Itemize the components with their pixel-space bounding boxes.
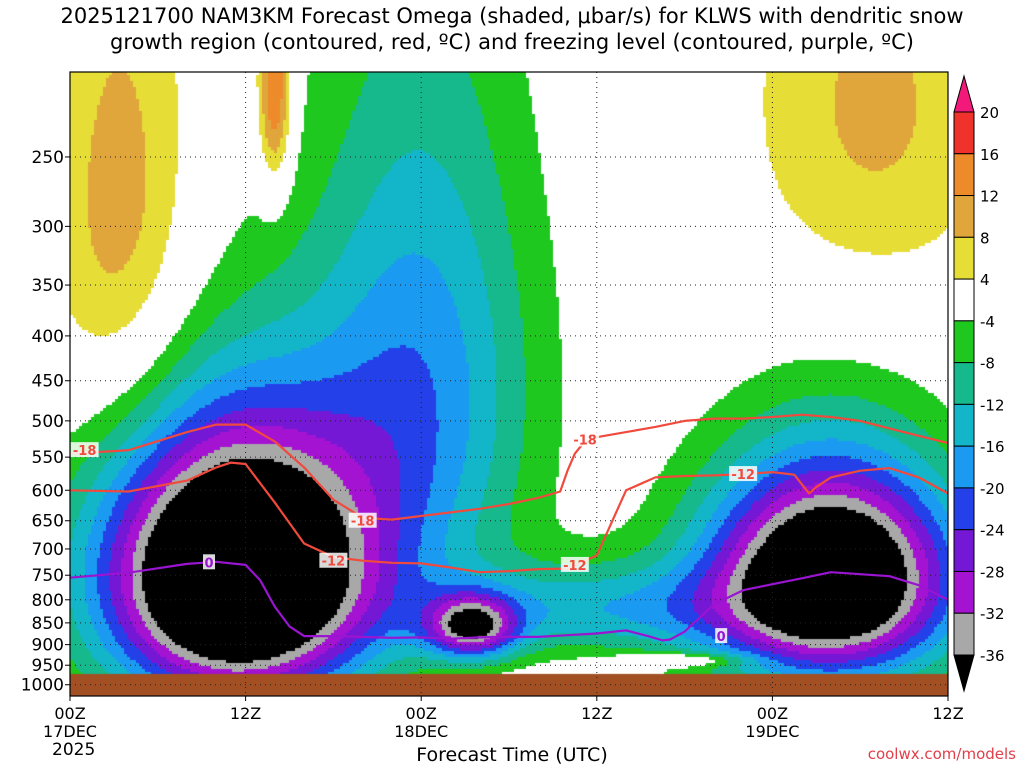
contour-label-bg-2 bbox=[348, 512, 377, 528]
chart-title-line2: growth region (contoured, red, ºC) and f… bbox=[110, 30, 914, 54]
colorbar-bin--32--28 bbox=[953, 570, 975, 614]
colorbar-label-4: 4 bbox=[980, 271, 990, 289]
y-tick-label-350: 350 bbox=[32, 276, 64, 296]
y-tick-label-300: 300 bbox=[32, 217, 64, 237]
colorbar-bin-4-8 bbox=[953, 236, 975, 280]
contour-label-bg-7 bbox=[715, 628, 728, 644]
colorbar-top-triangle bbox=[953, 74, 975, 113]
colorbar-label--4: -4 bbox=[980, 313, 995, 331]
colorbar-label--24: -24 bbox=[980, 522, 1005, 540]
colorbar-label--36: -36 bbox=[980, 647, 1005, 665]
x-tick-label-48: 00Z bbox=[757, 704, 788, 723]
colorbar-bin--4-4 bbox=[953, 278, 975, 322]
colorbar-bin-16-20 bbox=[953, 111, 975, 155]
contour-label-bg-6 bbox=[203, 554, 216, 570]
y-tick-label-850: 850 bbox=[32, 614, 64, 634]
colorbar-bin--20--16 bbox=[953, 445, 975, 489]
contour-label-7: 0 bbox=[717, 630, 726, 645]
contour-label-5: -12 bbox=[731, 468, 755, 483]
x-tick-label-0: 00Z bbox=[54, 704, 85, 723]
y-tick-label-250: 250 bbox=[32, 148, 64, 168]
colorbar-label--16: -16 bbox=[980, 438, 1005, 456]
contour-label-0: -18 bbox=[73, 444, 97, 459]
y-tick-label-700: 700 bbox=[32, 540, 64, 560]
colorbar-label--8: -8 bbox=[980, 355, 995, 373]
contour-label-3: -12 bbox=[563, 559, 587, 574]
colorbar-bottom-triangle bbox=[953, 654, 975, 693]
colorbar-bin--36--32 bbox=[953, 612, 975, 656]
colorbar-label--12: -12 bbox=[980, 396, 1005, 414]
contour-label-bg-1 bbox=[319, 552, 348, 568]
colorbar-bin--28--24 bbox=[953, 529, 975, 572]
x-tick-year: 2025 bbox=[52, 740, 96, 760]
x-axis-title: Forecast Time (UTC) bbox=[416, 744, 608, 766]
x-tick-date-24: 18DEC bbox=[394, 722, 448, 741]
contour-label-4: -18 bbox=[573, 433, 597, 448]
y-tick-label-750: 750 bbox=[32, 566, 64, 586]
colorbar-bin-12-16 bbox=[953, 153, 975, 197]
colorbar-label--20: -20 bbox=[980, 480, 1005, 498]
x-tick-label-24: 00Z bbox=[406, 704, 437, 723]
y-tick-label-950: 950 bbox=[32, 656, 64, 676]
x-tick-label-36: 12Z bbox=[581, 704, 612, 723]
omega-shading bbox=[70, 72, 948, 696]
contour-line-dgz-12-1 bbox=[69, 461, 949, 574]
plot-frame bbox=[69, 71, 949, 697]
colorbar-bin--16--12 bbox=[953, 403, 975, 447]
colorbar-bin--12--8 bbox=[953, 362, 975, 405]
colorbar-label--28: -28 bbox=[980, 563, 1005, 581]
contour-line-dgz-18-0 bbox=[69, 413, 949, 521]
plot-area bbox=[70, 72, 948, 696]
colorbar-bin--8--4 bbox=[953, 320, 975, 364]
y-tick-label-800: 800 bbox=[32, 591, 64, 611]
y-tick-label-500: 500 bbox=[32, 412, 64, 432]
colorbar: 20 16 12 8 4 -4 -8 -12 -16 -20 -24 -28 -32 -36 bbox=[953, 74, 1005, 693]
y-tick-label-650: 650 bbox=[32, 512, 64, 532]
y-tick-label-900: 900 bbox=[32, 636, 64, 656]
colorbar-label--32: -32 bbox=[980, 605, 1005, 623]
colorbar-label-8: 8 bbox=[980, 229, 990, 247]
x-tick-label-60: 12Z bbox=[932, 704, 963, 723]
contour-label-2: -18 bbox=[351, 515, 375, 530]
x-tick-date-0: 17DEC bbox=[43, 722, 97, 741]
colorbar-label-12: 12 bbox=[980, 188, 999, 206]
y-tick-label-1000: 1000 bbox=[21, 676, 64, 696]
y-tick-label-450: 450 bbox=[32, 372, 64, 392]
contour-label-bg-5 bbox=[729, 466, 758, 482]
colorbar-bin-8-12 bbox=[953, 195, 975, 238]
y-tick-label-550: 550 bbox=[32, 448, 64, 468]
contour-label-bg-4 bbox=[571, 431, 600, 447]
credit-link[interactable]: coolwx.com/models bbox=[867, 745, 1016, 763]
colorbar-label-16: 16 bbox=[980, 146, 999, 164]
axes: 2503003504004505005506006507007508008509… bbox=[21, 71, 964, 741]
x-tick-label-12: 12Z bbox=[230, 704, 261, 723]
chart-title-line1: 2025121700 NAM3KM Forecast Omega (shaded… bbox=[60, 4, 964, 28]
y-tick-label-600: 600 bbox=[32, 481, 64, 501]
x-tick-date-48: 19DEC bbox=[745, 722, 799, 741]
contour-label-bg-3 bbox=[560, 556, 589, 572]
contour-label-bg-0 bbox=[70, 442, 99, 458]
contour-label-1: -12 bbox=[322, 555, 346, 570]
contour-layer: -18 -12 -18 -12 -18 -12 0 0 bbox=[69, 413, 949, 645]
contour-label-6: 0 bbox=[204, 556, 213, 571]
colorbar-label-20: 20 bbox=[980, 104, 999, 122]
colorbar-bin--24--20 bbox=[953, 487, 975, 531]
y-tick-label-400: 400 bbox=[32, 327, 64, 347]
contour-line-freezing-0-2 bbox=[69, 560, 949, 642]
